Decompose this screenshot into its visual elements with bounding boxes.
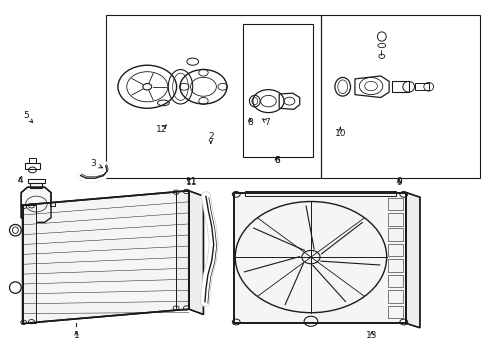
- Polygon shape: [23, 191, 189, 323]
- Text: 4: 4: [18, 176, 23, 185]
- Polygon shape: [189, 191, 203, 315]
- Bar: [388, 275, 403, 287]
- Text: 9: 9: [396, 177, 402, 186]
- Bar: [30, 183, 42, 188]
- Bar: [25, 163, 40, 169]
- Polygon shape: [234, 193, 406, 323]
- Bar: [243, 24, 314, 157]
- Text: 6: 6: [274, 156, 280, 165]
- Text: 2: 2: [208, 132, 214, 141]
- Bar: [49, 202, 55, 206]
- Text: 12: 12: [156, 125, 168, 134]
- Bar: [388, 259, 403, 272]
- Text: 10: 10: [335, 129, 346, 138]
- Polygon shape: [406, 193, 420, 328]
- Text: 9: 9: [396, 178, 402, 187]
- Bar: [23, 205, 36, 323]
- Bar: [388, 228, 403, 241]
- Bar: [27, 179, 45, 183]
- Text: 13: 13: [367, 332, 378, 341]
- Polygon shape: [21, 187, 51, 222]
- Bar: [321, 15, 480, 178]
- Text: 7: 7: [264, 118, 270, 127]
- Text: 5: 5: [23, 111, 29, 120]
- Text: 8: 8: [247, 118, 253, 127]
- Bar: [388, 213, 403, 226]
- Bar: [388, 306, 403, 318]
- Bar: [28, 158, 36, 163]
- Bar: [175, 191, 189, 309]
- Bar: [388, 198, 403, 210]
- Text: 11: 11: [186, 177, 197, 186]
- Bar: [245, 191, 396, 196]
- Bar: [415, 83, 429, 90]
- Bar: [388, 244, 403, 256]
- Bar: [392, 81, 409, 92]
- Text: 11: 11: [186, 178, 197, 187]
- Text: 6: 6: [274, 157, 280, 166]
- Bar: [106, 15, 321, 178]
- Text: 3: 3: [91, 159, 97, 168]
- Text: 1: 1: [74, 332, 79, 341]
- Bar: [388, 290, 403, 303]
